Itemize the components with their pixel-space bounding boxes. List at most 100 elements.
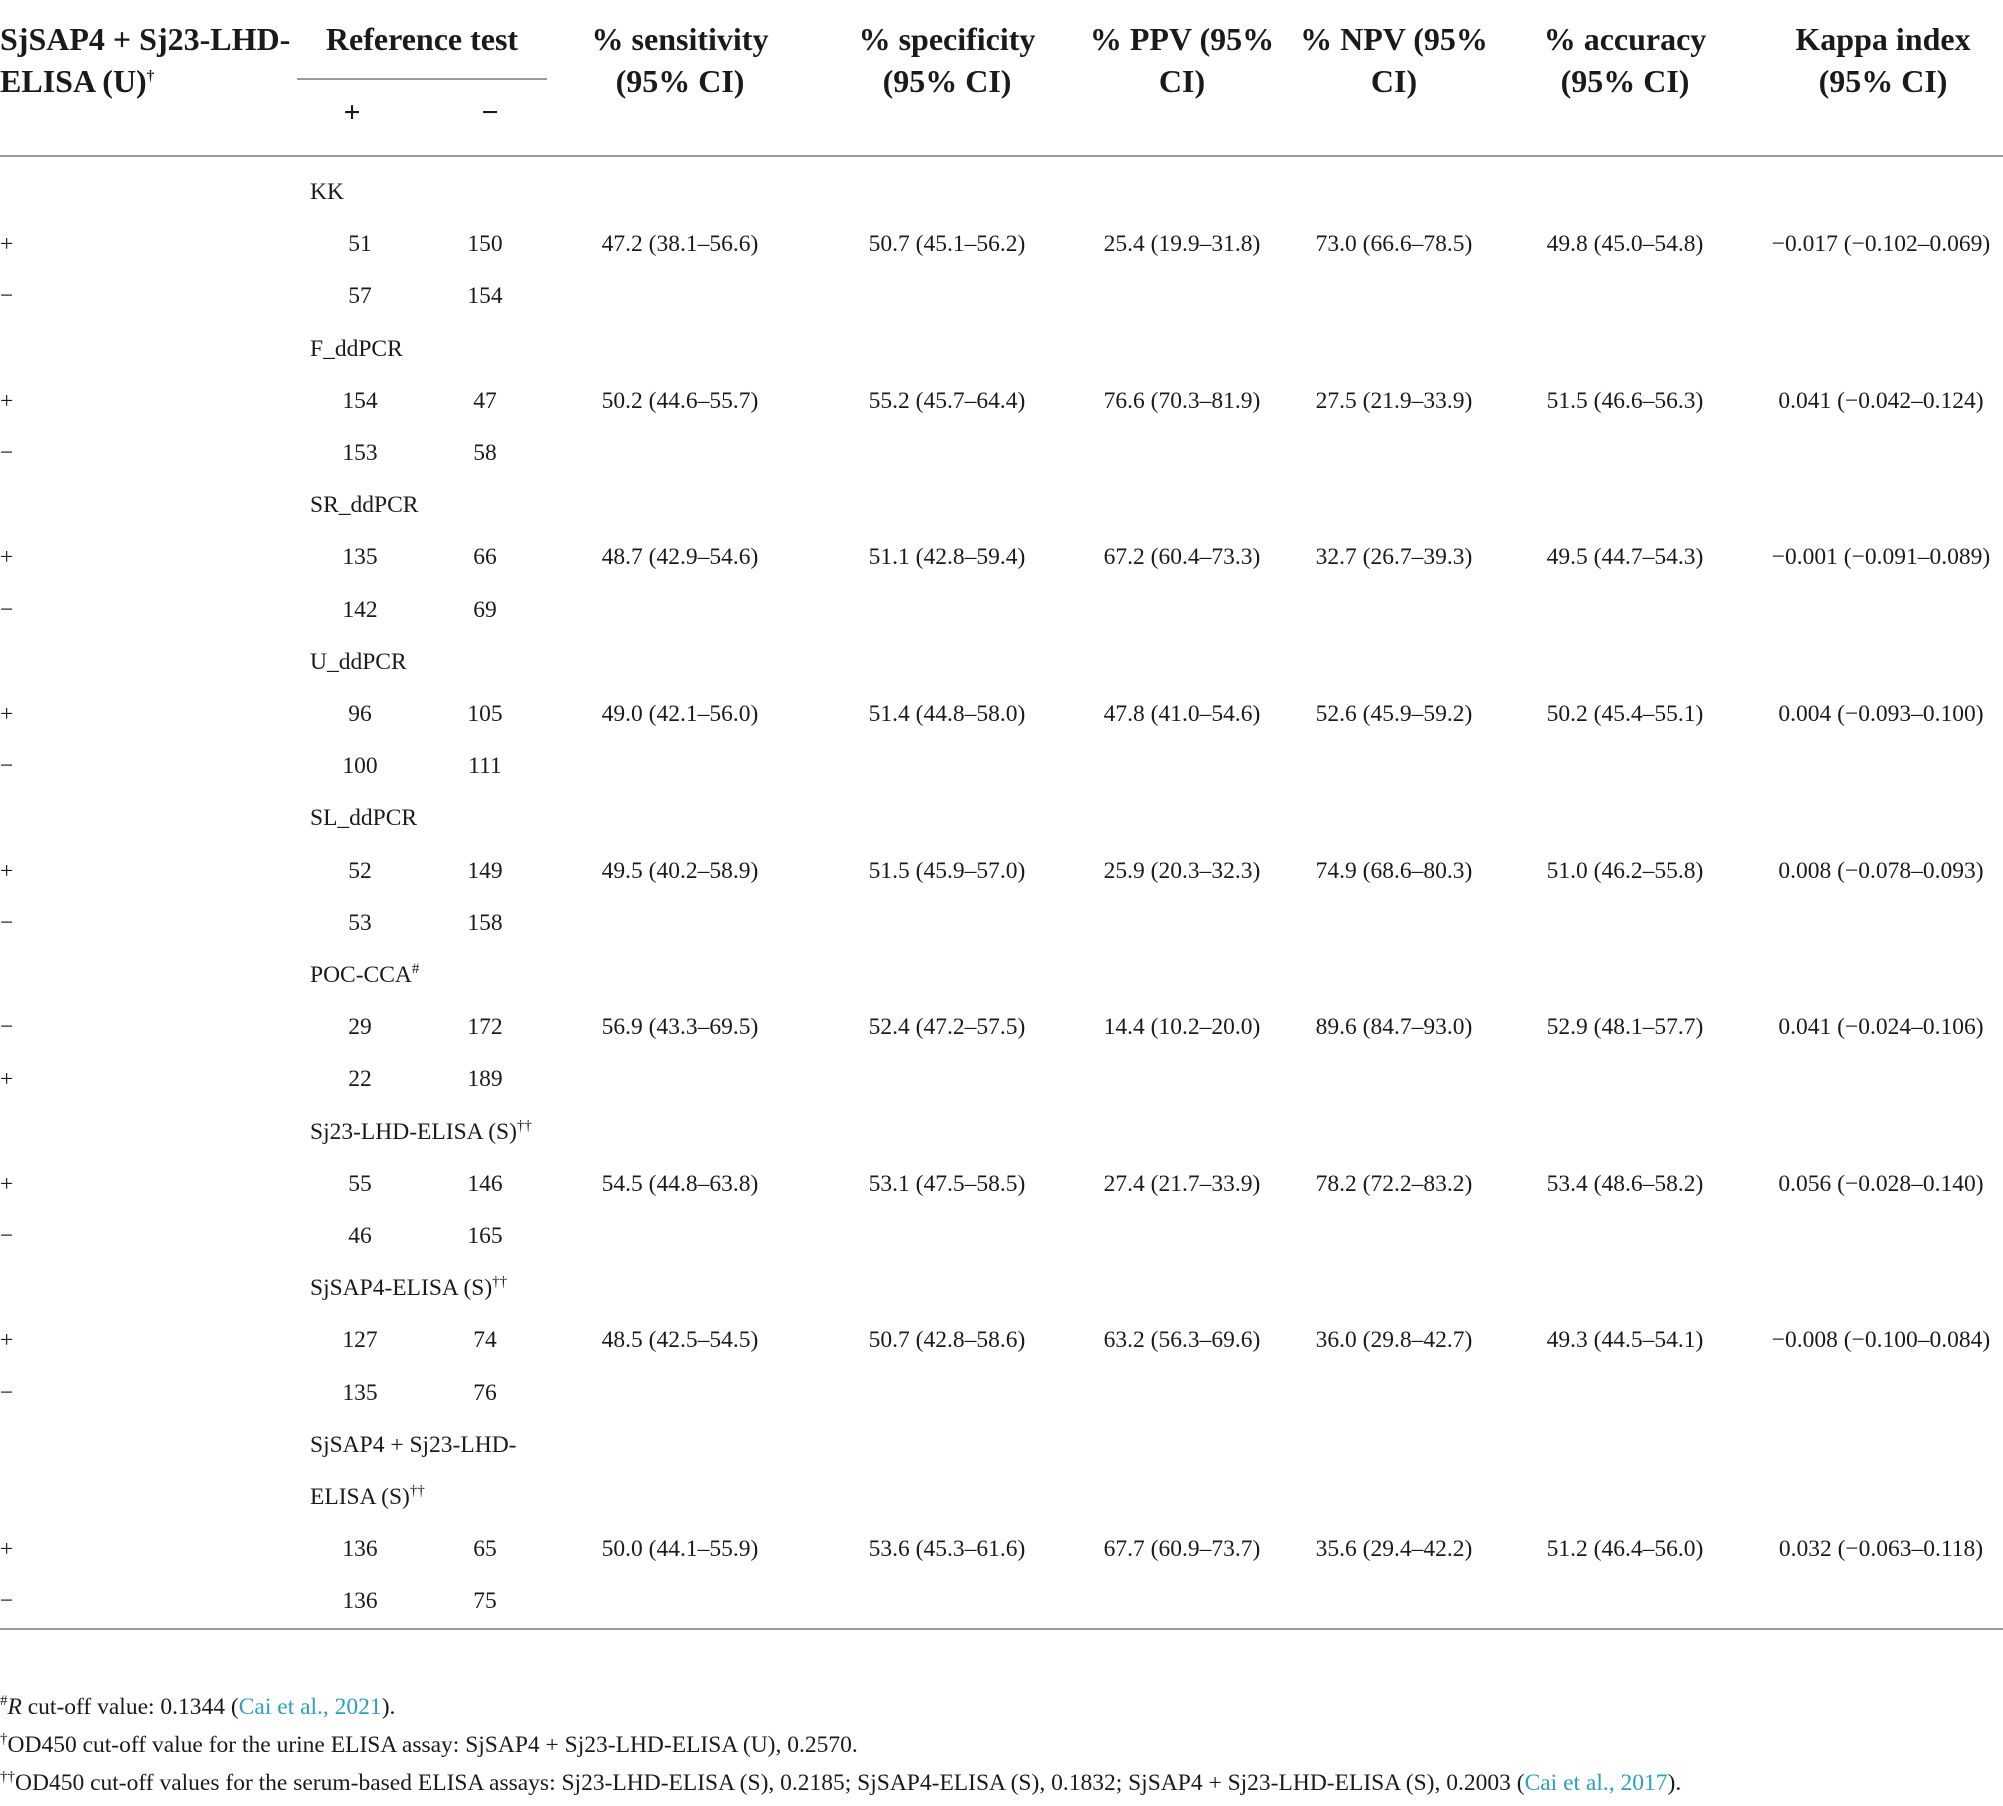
group-label: SL_ddPCR: [310, 805, 418, 832]
cell-neg: 74: [473, 1327, 497, 1354]
group-label: SjSAP4 + Sj23-LHD- ELISA (S)††: [310, 1431, 517, 1510]
cell-sign: −: [0, 1588, 14, 1615]
cell-kappa: 0.032 (−0.063–0.118): [1778, 1536, 1984, 1563]
cell-sign: +: [0, 1327, 14, 1354]
cell-pos: 96: [348, 701, 372, 727]
header-reference-test: Reference test: [325, 21, 519, 57]
group-label: SjSAP4-ELISA (S)††: [310, 1274, 508, 1302]
cell-pos: 135: [342, 544, 378, 571]
cell-ppv: 76.6 (70.3–81.9): [1103, 387, 1261, 414]
group-label: POC-CCA#: [310, 961, 420, 988]
cell-neg: 105: [467, 701, 503, 727]
header-ref-positive: +: [343, 96, 361, 129]
cell-neg: 146: [467, 1170, 503, 1197]
cell-sens: 56.9 (43.3–69.5): [601, 1014, 759, 1041]
cell-sign: +: [0, 701, 14, 727]
cell-spec: 52.4 (47.2–57.5): [868, 1014, 1026, 1041]
header-npv: % NPV (95% CI): [1300, 21, 1488, 99]
cell-npv: 73.0 (66.6–78.5): [1315, 231, 1473, 258]
cell-pos: 51: [348, 231, 372, 258]
cell-neg: 158: [467, 909, 503, 936]
cell-ppv: 25.9 (20.3–32.3): [1103, 857, 1261, 884]
header-kappa: Kappa index (95% CI): [1795, 21, 1971, 99]
cell-ppv: 47.8 (41.0–54.6): [1103, 701, 1261, 727]
cell-kappa: −0.017 (−0.102–0.069): [1771, 231, 1991, 258]
cell-pos: 127: [342, 1327, 378, 1354]
header-accuracy: % accuracy (95% CI): [1543, 21, 1707, 99]
cell-acc: 49.3 (44.5–54.1): [1546, 1327, 1704, 1354]
cell-sign: +: [0, 857, 14, 884]
cell-spec: 51.4 (44.8–58.0): [868, 701, 1026, 727]
cell-ppv: 63.2 (56.3–69.6): [1103, 1327, 1261, 1354]
cell-sens: 47.2 (38.1–56.6): [601, 231, 759, 258]
cell-acc: 52.9 (48.1–57.7): [1546, 1014, 1704, 1041]
cell-acc: 51.5 (46.6–56.3): [1546, 387, 1704, 414]
cell-spec: 53.1 (47.5–58.5): [868, 1170, 1026, 1197]
cell-pos: 52: [348, 857, 372, 884]
cell-sign: +: [0, 1536, 14, 1563]
cell-ppv: 27.4 (21.7–33.9): [1103, 1170, 1261, 1197]
cell-pos: 153: [342, 440, 378, 466]
header-bottom-rule: [0, 155, 2003, 157]
cell-neg: 149: [467, 857, 503, 884]
header-specificity: % specificity (95% CI): [858, 21, 1036, 99]
cell-spec: 55.2 (45.7–64.4): [868, 387, 1026, 414]
cell-npv: 52.6 (45.9–59.2): [1315, 701, 1473, 727]
cell-sign: −: [0, 1223, 14, 1249]
cell-neg: 66: [473, 544, 497, 571]
cell-pos: 136: [342, 1536, 378, 1563]
footnote-serum-elisa: ††OD450 cut-off values for the serum-bas…: [0, 1769, 1682, 1796]
cell-neg: 111: [468, 753, 502, 780]
cell-pos: 46: [348, 1223, 372, 1249]
group-label: SR_ddPCR: [310, 492, 419, 519]
cell-spec: 51.1 (42.8–59.4): [868, 544, 1026, 571]
cell-neg: 165: [467, 1223, 503, 1249]
cell-pos: 135: [342, 1379, 378, 1406]
cell-acc: 51.0 (46.2–55.8): [1546, 857, 1704, 884]
cell-sign: +: [0, 231, 14, 258]
group-label: U_ddPCR: [310, 648, 407, 675]
cell-sens: 48.7 (42.9–54.6): [601, 544, 759, 571]
cell-npv: 78.2 (72.2–83.2): [1315, 1170, 1473, 1197]
cell-kappa: −0.008 (−0.100–0.084): [1771, 1327, 1991, 1354]
cell-acc: 49.5 (44.7–54.3): [1546, 544, 1704, 571]
header-ppv: % PPV (95% CI): [1089, 21, 1275, 99]
cell-ppv: 67.2 (60.4–73.3): [1103, 544, 1261, 571]
cell-kappa: −0.001 (−0.091–0.089): [1771, 544, 1991, 571]
footnote-urine-elisa: †OD450 cut-off value for the urine ELISA…: [0, 1731, 858, 1758]
cell-npv: 74.9 (68.6–80.3): [1315, 857, 1473, 884]
cell-ppv: 14.4 (10.2–20.0): [1103, 1014, 1261, 1041]
cell-pos: 154: [342, 387, 378, 414]
cell-neg: 75: [473, 1588, 497, 1615]
cell-neg: 58: [473, 440, 497, 466]
cell-sens: 48.5 (42.5–54.5): [601, 1327, 759, 1354]
cell-pos: 100: [342, 753, 378, 780]
cell-acc: 49.8 (45.0–54.8): [1546, 231, 1704, 258]
cell-spec: 50.7 (42.8–58.6): [868, 1327, 1026, 1354]
cell-sens: 50.2 (44.6–55.7): [601, 387, 759, 414]
table-bottom-rule: [0, 1628, 2003, 1630]
cell-neg: 189: [467, 1066, 503, 1093]
cell-kappa: 0.056 (−0.028–0.140): [1778, 1170, 1984, 1197]
cell-acc: 53.4 (48.6–58.2): [1546, 1170, 1704, 1197]
group-label: Sj23-LHD-ELISA (S)††: [310, 1117, 532, 1145]
citation-link-2021[interactable]: Cai et al., 2021: [238, 1694, 382, 1720]
cell-pos: 55: [348, 1170, 372, 1197]
cell-kappa: 0.041 (−0.042–0.124): [1778, 387, 1984, 414]
cell-npv: 27.5 (21.9–33.9): [1315, 387, 1473, 414]
cell-npv: 32.7 (26.7–39.3): [1315, 544, 1473, 571]
cell-sign: +: [0, 544, 14, 571]
cell-sign: +: [0, 387, 14, 414]
cell-neg: 154: [467, 283, 503, 310]
cell-neg: 47: [473, 387, 497, 414]
cell-pos: 22: [348, 1066, 372, 1093]
cell-pos: 29: [348, 1014, 372, 1041]
cell-neg: 65: [473, 1536, 497, 1563]
cell-kappa: 0.041 (−0.024–0.106): [1778, 1014, 1984, 1041]
citation-link-2017[interactable]: Cai et al., 2017: [1524, 1770, 1668, 1796]
cell-sens: 54.5 (44.8–63.8): [601, 1170, 759, 1197]
group-label: KK: [310, 179, 344, 205]
cell-sign: −: [0, 596, 14, 623]
cell-sign: −: [0, 440, 14, 466]
cell-sign: +: [0, 1066, 14, 1093]
